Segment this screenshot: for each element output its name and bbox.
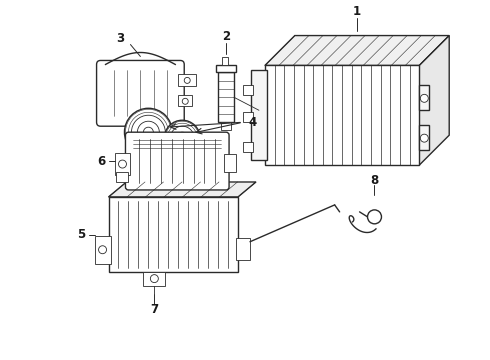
Text: 2: 2 bbox=[222, 30, 230, 43]
Bar bbox=[224, 154, 236, 172]
Bar bbox=[243, 112, 253, 122]
Text: 7: 7 bbox=[150, 303, 158, 316]
Circle shape bbox=[368, 210, 382, 224]
Bar bbox=[115, 153, 130, 175]
Circle shape bbox=[150, 275, 158, 283]
Bar bbox=[222, 58, 228, 66]
Bar bbox=[95, 236, 111, 264]
Circle shape bbox=[144, 127, 153, 137]
Text: 5: 5 bbox=[77, 228, 86, 241]
Bar bbox=[144, 272, 165, 285]
Bar bbox=[236, 238, 250, 260]
Bar bbox=[243, 142, 253, 152]
Circle shape bbox=[164, 120, 200, 156]
Circle shape bbox=[119, 160, 126, 168]
Polygon shape bbox=[419, 36, 449, 165]
FancyBboxPatch shape bbox=[97, 60, 184, 126]
Bar bbox=[251, 71, 267, 160]
Bar bbox=[419, 85, 429, 110]
Bar bbox=[419, 125, 429, 150]
Bar bbox=[243, 85, 253, 95]
Circle shape bbox=[171, 126, 194, 150]
Bar bbox=[218, 72, 234, 122]
Text: 8: 8 bbox=[370, 174, 379, 186]
Circle shape bbox=[124, 108, 172, 156]
Bar bbox=[265, 66, 419, 165]
Circle shape bbox=[420, 94, 428, 102]
Text: 6: 6 bbox=[98, 154, 106, 167]
Circle shape bbox=[131, 115, 165, 149]
Circle shape bbox=[137, 121, 159, 143]
Circle shape bbox=[182, 98, 188, 104]
Text: 3: 3 bbox=[117, 32, 124, 45]
Bar bbox=[108, 197, 238, 272]
Bar bbox=[221, 122, 231, 130]
Text: 4: 4 bbox=[249, 116, 257, 129]
Circle shape bbox=[184, 77, 190, 84]
Bar bbox=[117, 172, 128, 182]
Circle shape bbox=[176, 132, 188, 144]
Bar bbox=[178, 95, 192, 106]
Polygon shape bbox=[108, 182, 256, 197]
Circle shape bbox=[420, 134, 428, 142]
Circle shape bbox=[98, 246, 106, 254]
Bar bbox=[178, 75, 196, 86]
Bar bbox=[216, 66, 236, 72]
FancyBboxPatch shape bbox=[125, 132, 229, 190]
Polygon shape bbox=[265, 36, 449, 66]
Text: 1: 1 bbox=[352, 5, 361, 18]
